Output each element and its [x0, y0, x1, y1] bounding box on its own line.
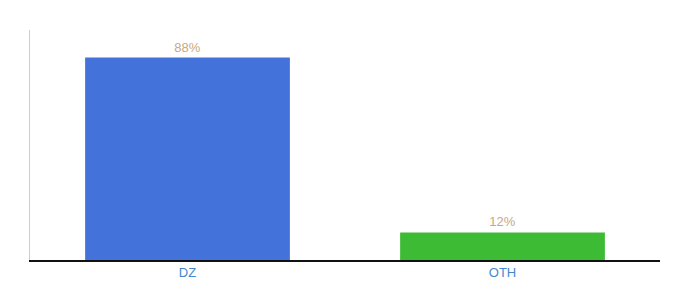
- svg-text:88%: 88%: [174, 40, 200, 55]
- svg-text:12%: 12%: [489, 214, 515, 229]
- svg-text:DZ: DZ: [179, 265, 196, 280]
- svg-text:OTH: OTH: [489, 265, 516, 280]
